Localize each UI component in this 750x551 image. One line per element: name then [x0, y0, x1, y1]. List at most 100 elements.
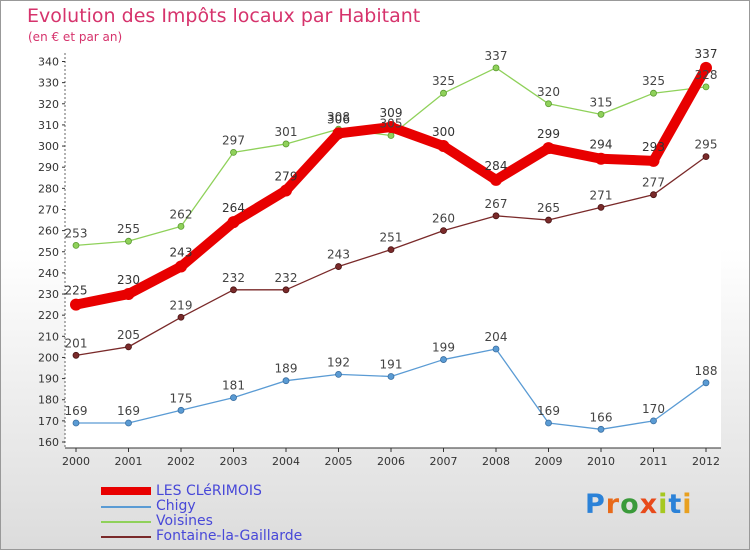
data-label-fontaine-la-gaillarde: 265 — [537, 201, 560, 215]
data-label-chigy: 166 — [590, 410, 613, 424]
data-point-fontaine-la-gaillarde — [545, 216, 552, 224]
data-point-chigy — [545, 419, 552, 427]
data-label-voisines: 328 — [695, 68, 718, 82]
x-tick-label: 2010 — [587, 455, 615, 468]
x-tick-label: 2011 — [640, 455, 668, 468]
data-point-chigy — [335, 370, 342, 378]
data-label-voisines: 308 — [327, 110, 350, 124]
data-label-fontaine-la-gaillarde: 232 — [222, 271, 245, 285]
data-point-voisines — [125, 237, 132, 245]
y-tick-label: 170 — [38, 415, 59, 428]
data-label-chigy: 199 — [432, 341, 455, 355]
data-point-fontaine-la-gaillarde — [597, 203, 605, 211]
x-tick-label: 2005 — [325, 455, 353, 468]
y-tick-label: 260 — [38, 225, 59, 238]
data-point-voisines — [702, 83, 710, 91]
y-tick-label: 310 — [38, 119, 59, 132]
logo-letter: o — [620, 489, 640, 520]
data-point-chigy — [440, 356, 447, 363]
y-tick-label: 330 — [38, 77, 59, 90]
data-label-voisines: 255 — [117, 222, 140, 236]
legend-swatch-fontaine-la-gaillarde — [101, 536, 151, 538]
data-label-chigy: 170 — [642, 402, 665, 416]
data-label-voisines: 262 — [170, 207, 193, 221]
y-tick-label: 210 — [38, 330, 59, 343]
data-point-les-cl-rimois — [280, 184, 292, 197]
x-tick-label: 2008 — [482, 455, 510, 468]
data-point-les-cl-rimois — [437, 140, 450, 153]
data-point-les-cl-rimois — [385, 121, 397, 134]
legend-swatch-les-clerimois — [101, 487, 151, 495]
data-label-voisines: 325 — [432, 74, 455, 88]
data-point-chigy — [125, 419, 132, 427]
data-point-les-cl-rimois — [647, 154, 660, 167]
y-tick-label: 190 — [38, 373, 59, 386]
data-point-les-cl-rimois — [700, 61, 712, 74]
data-label-fontaine-la-gaillarde: 251 — [380, 231, 403, 245]
x-tick-label: 2009 — [535, 455, 563, 468]
y-tick-label: 160 — [38, 436, 59, 449]
data-point-chigy — [492, 345, 500, 353]
data-label-fontaine-la-gaillarde: 277 — [642, 176, 665, 190]
y-tick-label: 280 — [38, 182, 59, 195]
y-tick-label: 220 — [38, 309, 59, 322]
data-point-les-cl-rimois — [542, 142, 555, 155]
chart-title: Evolution des Impôts locaux par Habitant — [27, 5, 421, 27]
data-point-voisines — [440, 89, 447, 97]
logo-letter: i — [658, 489, 669, 520]
logo-letter: P — [585, 489, 606, 520]
data-label-les-cl-rimois: 299 — [537, 127, 560, 141]
data-label-fontaine-la-gaillarde: 232 — [275, 271, 298, 285]
legend-swatch-chigy — [101, 506, 151, 508]
legend-swatch-voisines — [101, 521, 151, 523]
logo-letter: t — [668, 489, 683, 520]
data-point-voisines — [545, 100, 552, 108]
legend-label: Fontaine-la-Gaillarde — [156, 528, 303, 544]
data-point-fontaine-la-gaillarde — [230, 286, 237, 294]
logo-letter: x — [639, 489, 659, 520]
x-tick-label: 2006 — [377, 455, 405, 468]
y-tick-label: 320 — [38, 98, 59, 111]
y-tick-label: 270 — [38, 203, 59, 216]
data-label-voisines: 325 — [642, 74, 665, 88]
data-label-chigy: 188 — [695, 364, 718, 378]
data-point-les-cl-rimois — [227, 216, 240, 229]
data-point-voisines — [230, 148, 237, 156]
data-point-les-cl-rimois — [490, 173, 502, 186]
data-label-fontaine-la-gaillarde: 205 — [117, 328, 140, 342]
data-point-chigy — [177, 406, 185, 414]
data-point-les-cl-rimois — [175, 260, 187, 273]
data-point-chigy — [72, 419, 80, 427]
x-tick-label: 2007 — [430, 455, 458, 468]
data-point-fontaine-la-gaillarde — [650, 191, 657, 199]
y-tick-label: 300 — [38, 140, 59, 153]
data-label-fontaine-la-gaillarde: 267 — [485, 197, 508, 211]
data-labels: 253 255 262 297 301 308 305 325 337 320 315 325 328 2… — [65, 47, 718, 424]
data-label-voisines: 301 — [275, 125, 298, 139]
x-tick-label: 2002 — [167, 455, 195, 468]
data-point-voisines — [387, 132, 395, 139]
data-point-voisines — [597, 110, 605, 118]
data-point-les-cl-rimois — [122, 288, 135, 301]
data-label-chigy: 191 — [380, 357, 403, 371]
data-label-les-cl-rimois: 279 — [275, 169, 298, 183]
data-label-voisines: 305 — [380, 116, 403, 130]
data-label-les-cl-rimois: 300 — [432, 125, 455, 139]
chart-subtitle: (en € et par an) — [28, 30, 123, 44]
data-label-fontaine-la-gaillarde: 201 — [65, 336, 88, 350]
data-label-les-cl-rimois: 243 — [170, 246, 193, 260]
x-tick-label: 2003 — [220, 455, 248, 468]
y-tick-label: 240 — [38, 267, 59, 280]
data-label-voisines: 337 — [485, 49, 508, 63]
data-point-chigy — [597, 425, 605, 433]
data-label-les-cl-rimois: 309 — [380, 106, 403, 120]
data-label-chigy: 204 — [485, 330, 508, 344]
data-label-voisines: 315 — [590, 95, 613, 109]
data-label-chigy: 192 — [327, 355, 350, 369]
data-label-les-cl-rimois: 230 — [117, 273, 140, 287]
data-label-fontaine-la-gaillarde: 295 — [695, 138, 718, 152]
logo-letter: i — [682, 489, 693, 520]
data-point-chigy — [387, 373, 395, 380]
